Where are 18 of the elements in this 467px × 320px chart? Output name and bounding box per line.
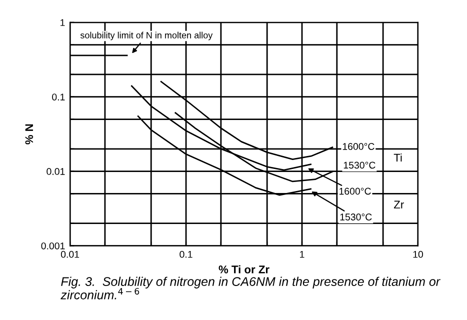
- annotation: 1600°C: [339, 188, 371, 195]
- x-tick-label: 0.01: [60, 250, 80, 258]
- y-tick-label: 0.01: [46, 168, 65, 175]
- annotation: 1530°C: [344, 162, 376, 169]
- y-tick-label: 1: [60, 19, 65, 26]
- y-axis-title: % N: [25, 124, 34, 144]
- x-axis-title: % Ti or Zr: [218, 265, 270, 274]
- x-tick-label: 1: [300, 250, 304, 258]
- x-tick-label: 0.1: [180, 250, 192, 258]
- annotation: Zr: [394, 200, 404, 208]
- x-tick-label: 10: [413, 250, 423, 258]
- annotation: solubility limit of N in molten alloy: [80, 32, 213, 40]
- annotation: Ti: [394, 153, 402, 162]
- caption: Fig. 3. Solubility of nitrogen in CA6NM in the presence of titanium or zirconium.$^{4−6}$: [60, 276, 440, 300]
- annotation: 1530°C: [340, 214, 372, 220]
- annotation: 1600°C: [342, 143, 374, 150]
- y-tick-label: 0.001: [41, 242, 65, 250]
- y-tick-label: 0.1: [52, 94, 65, 100]
